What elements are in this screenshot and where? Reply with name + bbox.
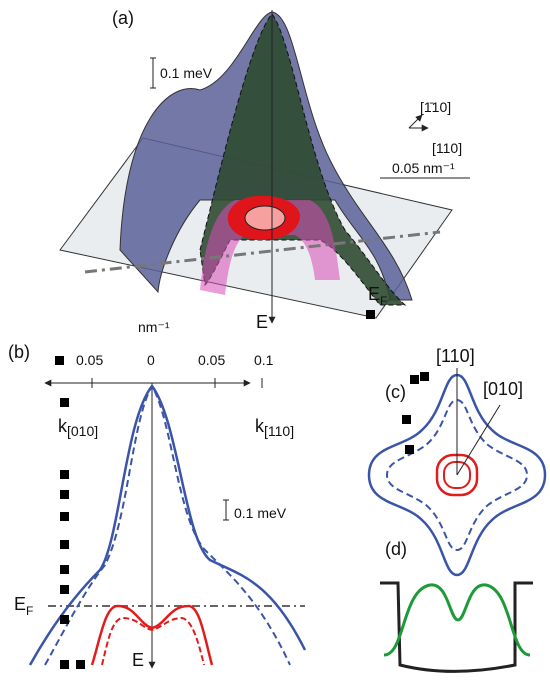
text-part: [110] — [264, 423, 294, 439]
direction: [110] — [436, 346, 475, 366]
figure: (a) 0.1 meV [1̄10] [110] 0.05 nm⁻¹ EF E … — [0, 0, 550, 681]
label: (d) — [385, 539, 407, 559]
scale: 0.1 meV — [160, 65, 213, 81]
k-scale: 0.05 nm⁻¹ — [392, 160, 455, 176]
text-part: F — [380, 294, 387, 308]
k-axis: k[110] — [255, 416, 294, 439]
unit: nm⁻¹ — [138, 319, 170, 335]
scale: 0.1 meV — [234, 505, 287, 521]
direction: [1̄10] — [420, 99, 451, 115]
energy: E — [256, 312, 268, 332]
tick: 0 — [147, 352, 155, 368]
label: (a) — [112, 8, 134, 28]
panel-b: (b) nm⁻¹ 0.05 0 0.05 0.1 k[010] k[110] 0… — [8, 319, 305, 670]
tick: 0.05 — [198, 352, 225, 368]
text-part: [010] — [67, 423, 98, 439]
panel-d: (d) — [380, 539, 533, 671]
ef: EF — [14, 594, 33, 618]
text-part: E — [14, 594, 26, 614]
tick: 0.05 — [76, 352, 103, 368]
panel-a: (a) 0.1 meV [1̄10] [110] 0.05 nm⁻¹ EF E — [60, 8, 470, 332]
k-axis: k[010] — [58, 416, 98, 439]
text-part: E — [368, 284, 380, 304]
tick: 0.1 — [254, 352, 274, 368]
direction: [010] — [483, 379, 523, 399]
direction: [110] — [432, 140, 462, 156]
energy: E — [132, 650, 144, 670]
label: (b) — [8, 342, 30, 362]
red-inner — [245, 206, 285, 230]
label: (c) — [385, 382, 406, 402]
text-part: F — [26, 604, 33, 618]
